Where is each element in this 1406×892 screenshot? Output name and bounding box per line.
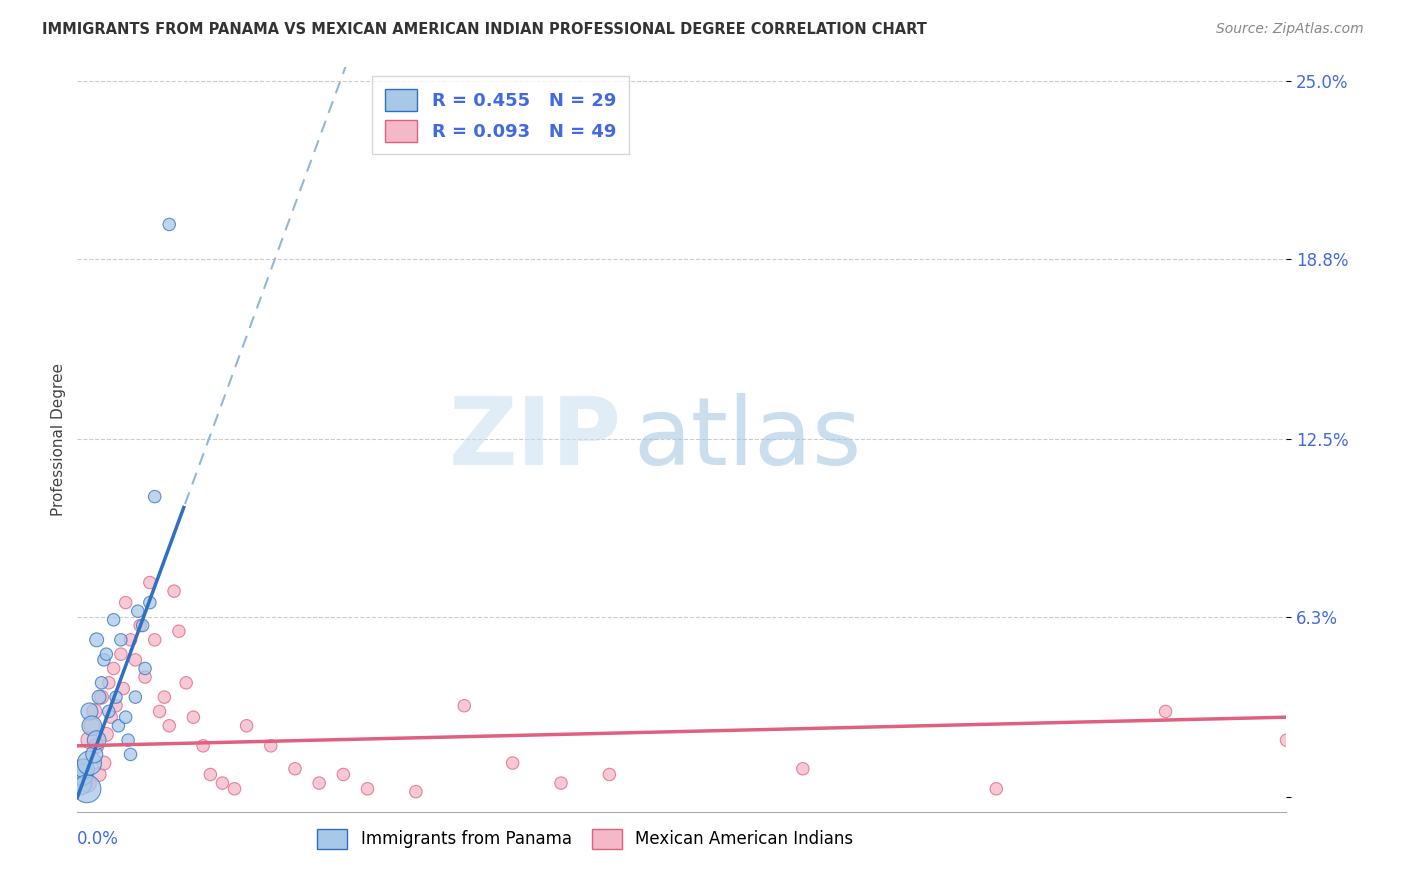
Point [69, 776, 91, 790]
Point [96, 647, 118, 661]
Point [76, 776, 98, 790]
Point [112, 681, 135, 696]
Point [107, 719, 129, 733]
Point [134, 661, 156, 675]
Point [284, 762, 307, 776]
Point [153, 690, 176, 705]
Point [157, 719, 180, 733]
Point [86, 632, 108, 647]
Point [405, 785, 427, 799]
Point [79, 733, 101, 747]
Point [73, 762, 96, 776]
Point [93, 756, 115, 770]
Point [110, 632, 132, 647]
Point [167, 624, 190, 639]
Point [129, 618, 152, 632]
Point [87, 767, 110, 781]
Point [211, 776, 233, 790]
Point [97, 675, 120, 690]
Point [105, 690, 128, 705]
Point [103, 661, 125, 675]
Legend: Immigrants from Panama, Mexican American Indians: Immigrants from Panama, Mexican American… [311, 822, 859, 855]
Point [308, 776, 330, 790]
Point [120, 632, 142, 647]
Point [131, 618, 153, 632]
Point [97, 705, 120, 719]
Point [86, 733, 108, 747]
Point [139, 575, 162, 590]
Point [1154, 705, 1177, 719]
Point [90, 690, 112, 705]
Point [83, 705, 105, 719]
Point [70, 762, 93, 776]
Point [986, 781, 1008, 796]
Point [79, 705, 101, 719]
Point [86, 739, 108, 753]
Point [114, 596, 136, 610]
Point [260, 739, 283, 753]
Point [163, 584, 186, 599]
Point [191, 739, 214, 753]
Point [453, 698, 475, 713]
Point [100, 710, 122, 724]
Point [114, 710, 136, 724]
Point [143, 632, 166, 647]
Point [127, 604, 149, 618]
Point [80, 719, 103, 733]
Point [90, 675, 112, 690]
Point [134, 670, 156, 684]
Point [105, 698, 128, 713]
Point [120, 747, 142, 762]
Point [79, 756, 101, 770]
Y-axis label: Professional Degree: Professional Degree [51, 363, 66, 516]
Point [124, 690, 146, 705]
Point [124, 653, 146, 667]
Point [356, 781, 378, 796]
Text: atlas: atlas [634, 393, 862, 485]
Point [502, 756, 524, 770]
Point [224, 781, 246, 796]
Text: IMMIGRANTS FROM PANAMA VS MEXICAN AMERICAN INDIAN PROFESSIONAL DEGREE CORRELATIO: IMMIGRANTS FROM PANAMA VS MEXICAN AMERIC… [42, 22, 927, 37]
Point [183, 710, 205, 724]
Point [157, 218, 180, 232]
Point [76, 781, 98, 796]
Point [1275, 733, 1298, 747]
Point [70, 767, 93, 781]
Text: Source: ZipAtlas.com: Source: ZipAtlas.com [1216, 22, 1364, 37]
Point [792, 762, 814, 776]
Point [143, 490, 166, 504]
Text: ZIP: ZIP [449, 393, 621, 485]
Point [174, 675, 197, 690]
Text: 0.0%: 0.0% [77, 830, 120, 848]
Point [235, 719, 257, 733]
Point [80, 719, 103, 733]
Point [598, 767, 620, 781]
Point [96, 727, 118, 741]
Point [110, 647, 132, 661]
Point [103, 613, 125, 627]
Point [117, 733, 139, 747]
Point [93, 653, 115, 667]
Point [87, 690, 110, 705]
Point [139, 596, 162, 610]
Point [83, 747, 105, 762]
Point [332, 767, 354, 781]
Point [148, 705, 170, 719]
Point [200, 767, 222, 781]
Point [550, 776, 572, 790]
